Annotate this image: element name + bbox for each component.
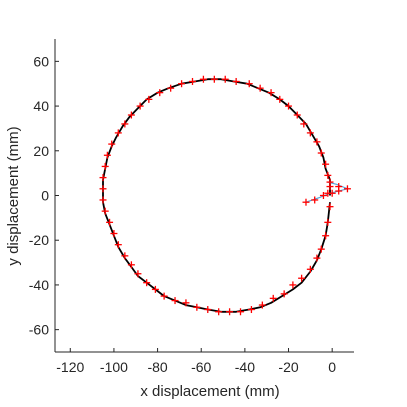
data-point-marker xyxy=(328,189,336,197)
data-point-marker xyxy=(237,308,245,316)
data-point-marker xyxy=(324,218,332,226)
data-point-marker xyxy=(322,160,330,168)
y-tick-label: 20 xyxy=(33,143,49,159)
data-point-marker xyxy=(245,80,253,88)
data-point-marker xyxy=(99,185,107,193)
data-point-marker xyxy=(317,245,325,253)
data-point-marker xyxy=(101,162,109,170)
data-point-marker xyxy=(267,89,275,97)
data-point-marker xyxy=(324,171,332,179)
data-point-marker xyxy=(156,89,164,97)
data-point-marker xyxy=(127,261,135,269)
data-point-marker xyxy=(121,252,129,260)
data-point-marker xyxy=(182,299,190,307)
data-point-marker xyxy=(306,265,314,273)
data-point-marker xyxy=(204,306,212,314)
y-tick-label: -20 xyxy=(29,232,49,248)
series-line xyxy=(102,78,331,313)
y-tick-label: 40 xyxy=(33,98,49,114)
data-point-marker xyxy=(210,75,218,83)
data-point-marker xyxy=(276,95,284,103)
data-point-marker xyxy=(247,306,255,314)
data-point-marker xyxy=(280,290,288,298)
data-point-marker xyxy=(313,138,321,146)
data-point-marker xyxy=(289,281,297,289)
data-point-marker xyxy=(193,303,201,311)
data-point-marker xyxy=(306,129,314,137)
y-tick-label: -60 xyxy=(29,322,49,338)
data-point-marker xyxy=(313,254,321,262)
x-tick-label: -40 xyxy=(235,359,255,375)
data-point-marker xyxy=(103,151,111,159)
data-point-marker xyxy=(221,75,229,83)
data-point-marker xyxy=(127,111,135,119)
data-point-marker xyxy=(256,84,264,92)
data-point-marker xyxy=(106,218,114,226)
x-ticks: -120 -100 -80 -60 -40 -20 0 xyxy=(56,348,336,375)
data-point-marker xyxy=(298,274,306,282)
data-point-marker xyxy=(226,308,234,316)
data-point-marker xyxy=(293,111,301,119)
data-point-marker xyxy=(108,140,116,148)
data-point-marker xyxy=(101,207,109,215)
data-point-marker xyxy=(317,149,325,157)
x-tick-label: -100 xyxy=(100,359,128,375)
x-tick-label: -20 xyxy=(278,359,298,375)
data-point-marker xyxy=(151,285,159,293)
x-tick-label: -80 xyxy=(147,359,167,375)
y-tick-label: 0 xyxy=(41,188,49,204)
data-point-marker xyxy=(160,292,168,300)
series-line xyxy=(305,181,349,203)
data-point-marker xyxy=(300,120,308,128)
data-point-marker xyxy=(258,301,266,309)
x-tick-label: -120 xyxy=(56,359,84,375)
y-tick-label: 60 xyxy=(33,53,49,69)
axes xyxy=(54,39,354,353)
data-point-marker xyxy=(143,279,151,287)
data-point-marker xyxy=(343,185,351,193)
data-point-marker xyxy=(121,120,129,128)
data-point-marker xyxy=(335,183,343,191)
data-point-marker xyxy=(134,270,142,278)
data-point-marker xyxy=(171,297,179,305)
data-point-marker xyxy=(114,241,122,249)
data-point-marker xyxy=(302,198,310,206)
data-point-marker xyxy=(199,75,207,83)
data-point-marker xyxy=(110,230,118,238)
plot-area xyxy=(99,75,351,316)
data-point-marker xyxy=(136,102,144,110)
data-point-marker xyxy=(326,178,334,186)
data-point-marker xyxy=(319,192,327,199)
data-point-marker xyxy=(269,294,277,302)
data-point-marker xyxy=(311,196,319,204)
data-point-marker xyxy=(114,129,122,137)
y-tick-label: -40 xyxy=(29,277,49,293)
data-point-marker xyxy=(99,196,107,204)
y-ticks: -60 -40 -20 0 20 40 60 xyxy=(29,53,59,338)
x-axis-label: x displacement (mm) xyxy=(140,383,279,400)
data-point-marker xyxy=(99,174,107,182)
data-point-marker xyxy=(145,95,153,103)
x-tick-label: 0 xyxy=(328,359,336,375)
data-point-marker xyxy=(188,77,196,85)
y-axis-label: y displacement (mm) xyxy=(5,126,22,265)
data-point-marker xyxy=(215,308,223,316)
data-point-marker xyxy=(322,232,330,240)
x-tick-label: -60 xyxy=(191,359,211,375)
data-point-marker xyxy=(285,102,293,110)
data-point-marker xyxy=(326,203,334,211)
data-point-marker xyxy=(178,80,186,88)
data-point-marker xyxy=(167,84,175,92)
data-point-marker xyxy=(232,77,240,85)
